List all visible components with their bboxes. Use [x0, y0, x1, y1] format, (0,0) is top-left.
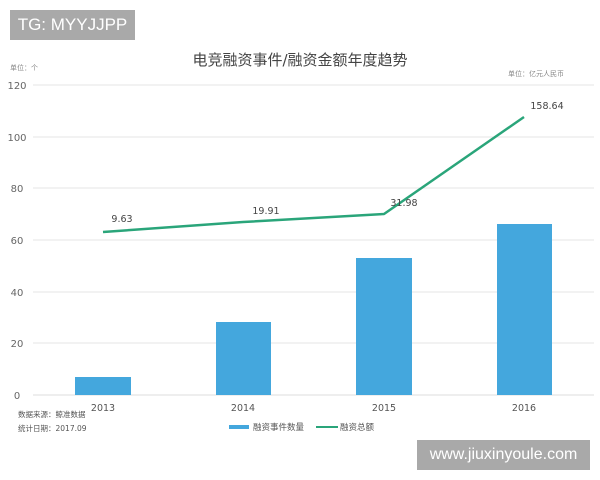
- svg-text:2016: 2016: [512, 403, 536, 414]
- svg-text:40: 40: [11, 288, 24, 299]
- legend-item-line[interactable]: 融资总额: [316, 421, 374, 433]
- legend-label-bar: 融资事件数量: [253, 423, 305, 433]
- svg-text:100: 100: [7, 133, 26, 144]
- svg-text:60: 60: [11, 236, 24, 247]
- svg-text:80: 80: [11, 184, 24, 195]
- bar-2016: [497, 224, 552, 395]
- svg-text:158.64: 158.64: [530, 101, 563, 112]
- svg-text:2014: 2014: [231, 403, 255, 414]
- svg-text:2013: 2013: [91, 403, 115, 414]
- bar-series: [75, 224, 552, 395]
- x-axis-ticks: 2013 2014 2015 2016: [91, 403, 536, 414]
- data-date-note: 统计日期：2017.09: [18, 424, 87, 433]
- watermark-bottom-right: www.jiuxinyoule.com: [417, 440, 590, 470]
- footnotes: 数据来源：鲸准数据 统计日期：2017.09: [18, 408, 87, 436]
- svg-text:0: 0: [14, 391, 20, 402]
- bar-2015: [356, 258, 412, 395]
- bar-2014: [216, 322, 271, 395]
- line-swatch-icon: [316, 426, 339, 428]
- svg-text:20: 20: [11, 339, 24, 350]
- bar-swatch-icon: [229, 425, 249, 429]
- svg-text:2015: 2015: [372, 403, 396, 414]
- data-source-note: 数据来源：鲸准数据: [18, 410, 86, 419]
- watermark-top-left: TG: MYYJJPP: [10, 10, 135, 40]
- svg-text:9.63: 9.63: [111, 214, 132, 225]
- line-data-labels: 9.63 19.91 31.98 158.64: [111, 101, 563, 225]
- right-axis-unit: 单位：亿元人民币: [508, 70, 564, 78]
- svg-text:31.98: 31.98: [390, 198, 417, 209]
- svg-text:120: 120: [7, 81, 26, 92]
- legend-item-bar[interactable]: 融资事件数量: [229, 421, 304, 433]
- chart-title: 电竞融资事件/融资金额年度趋势: [192, 51, 408, 69]
- y-axis-ticks: 0 20 40 60 80 100 120: [7, 81, 26, 402]
- bar-2013: [75, 377, 131, 395]
- legend: 融资事件数量 融资总额: [229, 421, 386, 433]
- line-series: [102, 115, 525, 234]
- legend-label-line: 融资总额: [340, 423, 375, 433]
- left-axis-unit: 单位：个: [10, 64, 38, 72]
- svg-text:19.91: 19.91: [252, 206, 279, 217]
